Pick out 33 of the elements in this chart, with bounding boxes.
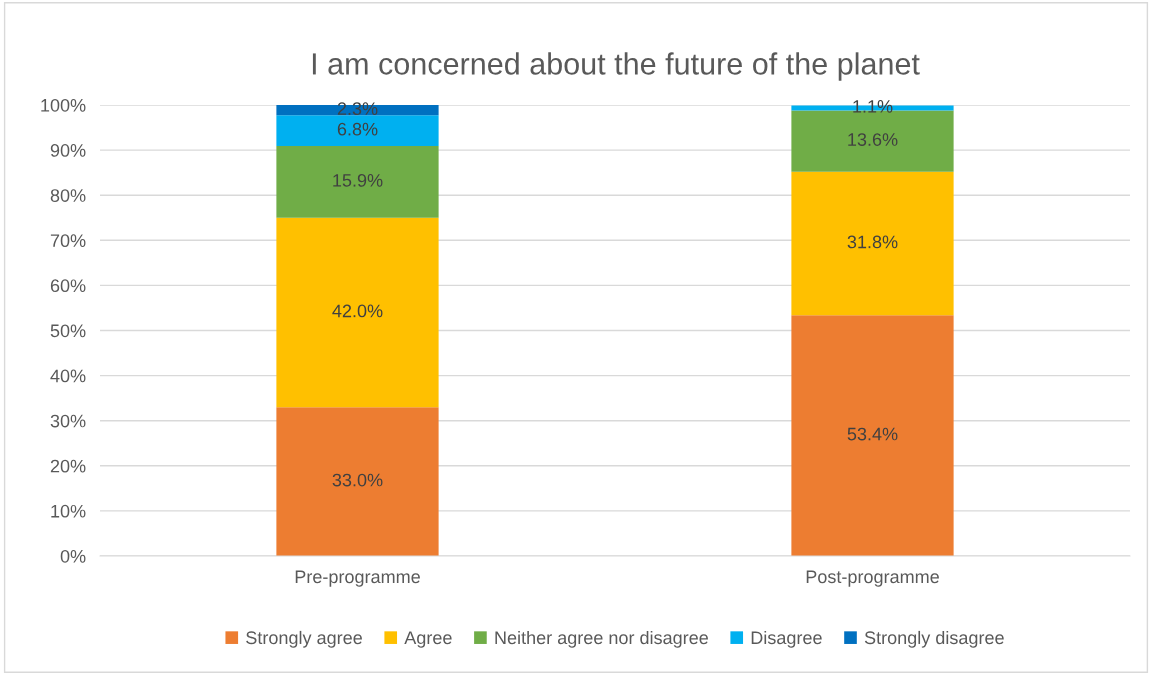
legend-label: Agree <box>404 631 452 648</box>
data-label: 53.4% <box>847 427 898 441</box>
y-tick-label: 100% <box>41 98 86 112</box>
y-tick-label: 70% <box>50 234 86 248</box>
x-tick-label: Post-programme <box>806 570 939 587</box>
y-tick-label: 20% <box>50 459 86 473</box>
data-label: 42.0% <box>332 304 383 318</box>
data-label: 15.9% <box>333 173 383 187</box>
y-tick-label: 90% <box>50 144 86 157</box>
data-label: 31.8% <box>847 235 898 249</box>
chart-title: I am concerned about the future of the planet <box>312 52 920 81</box>
bar <box>276 217 439 408</box>
legend-label: Strongly disagree <box>864 630 1004 648</box>
bar <box>791 171 954 316</box>
bar <box>276 146 439 218</box>
y-tick-label: 10% <box>51 504 86 518</box>
legend-label: Neither agree nor disagree <box>495 630 708 648</box>
bar <box>276 407 439 556</box>
legend-label: Strongly agree <box>246 630 362 648</box>
legend-label: Disagree <box>751 630 822 648</box>
y-tick-label: 80% <box>50 189 86 202</box>
data-label: 13.6% <box>848 133 898 146</box>
data-label: 33.0% <box>332 473 383 487</box>
bar <box>791 315 954 556</box>
x-tick-label: Pre-programme <box>295 570 420 587</box>
y-tick-label: 60% <box>50 279 86 293</box>
data-label: 2.3% <box>337 102 378 116</box>
y-tick-label: 0% <box>60 549 86 563</box>
bar <box>276 115 439 147</box>
y-tick-label: 40% <box>50 369 86 383</box>
y-tick-label: 50% <box>50 324 86 338</box>
data-label: 6.8% <box>337 122 378 136</box>
y-tick-label: 30% <box>50 414 86 428</box>
